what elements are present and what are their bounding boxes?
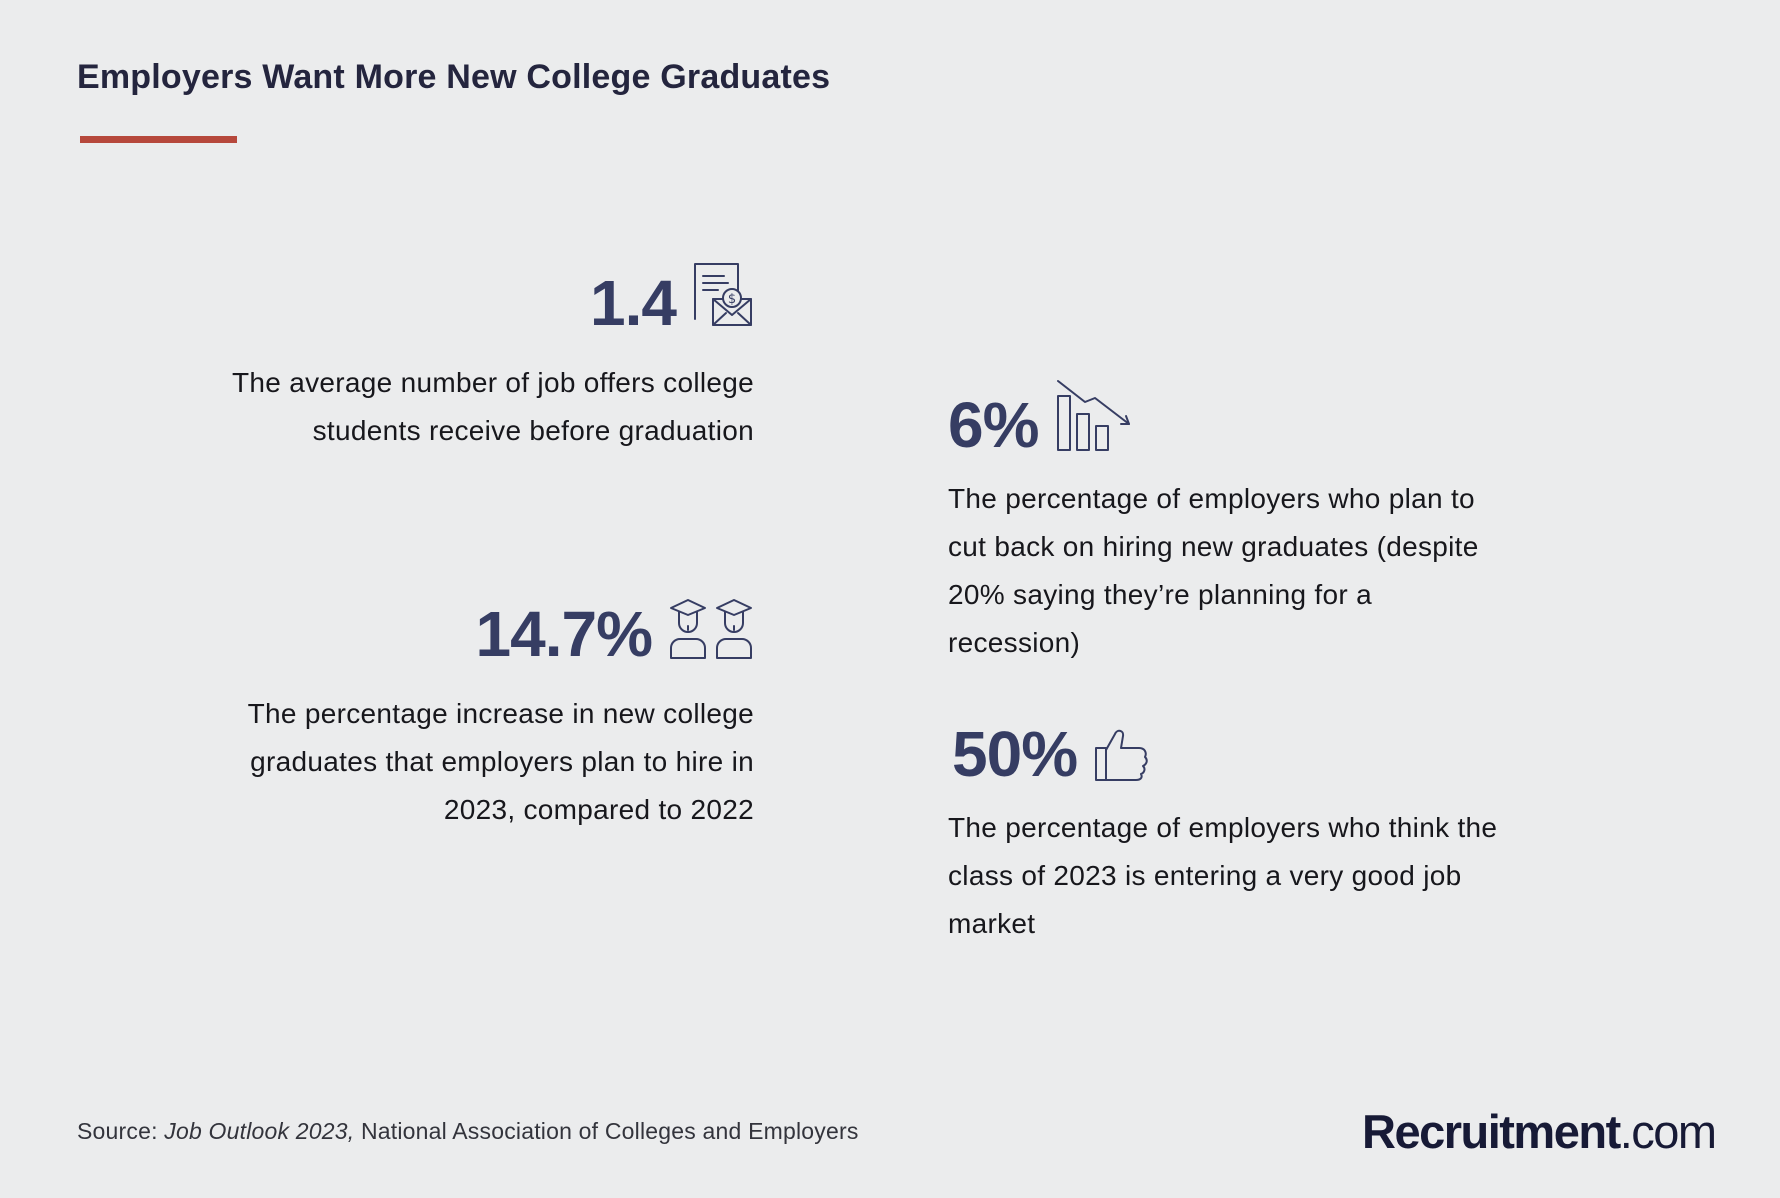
stat-description: The average number of job offers college… — [231, 367, 754, 446]
brand-domain: .com — [1619, 1105, 1717, 1158]
page-title: Employers Want More New College Graduate… — [77, 58, 831, 96]
stat-header: 1.4 $ — [220, 255, 754, 335]
stat-value: 50% — [952, 718, 1078, 790]
graduates-icon — [668, 596, 754, 660]
job-offer-envelope-icon: $ — [692, 261, 754, 329]
stat-header: 6% — [948, 373, 1508, 457]
stat-hiring-increase: 14.7% The percentage increase in new col… — [200, 590, 754, 834]
stat-description: The percentage of employers who think th… — [948, 812, 1498, 939]
stat-value: 6% — [948, 389, 1039, 461]
recruitment-logo: Recruitment.com — [1362, 1105, 1717, 1158]
svg-text:$: $ — [728, 292, 736, 307]
brand-name: Recruitment — [1362, 1105, 1621, 1158]
stat-job-offers: 1.4 $ The average number of job offers c… — [220, 255, 754, 455]
source-label: Source: — [77, 1118, 158, 1144]
thumbs-up-icon — [1093, 726, 1149, 782]
stat-hiring-cutback: 6% The percentage of employers who plan … — [948, 373, 1508, 667]
source-org: National Association of Colleges and Emp… — [360, 1118, 859, 1144]
stat-header: 14.7% — [200, 590, 754, 666]
stat-value: 14.7% — [475, 598, 653, 670]
stat-description: The percentage increase in new college g… — [247, 698, 754, 825]
stat-value: 1.4 — [590, 267, 677, 339]
source-citation: Source: Job Outlook 2023, National Assoc… — [77, 1118, 859, 1145]
declining-bar-chart-icon — [1055, 378, 1133, 452]
stat-header: 50% — [948, 722, 1508, 786]
stat-description: The percentage of employers who plan to … — [948, 483, 1479, 658]
stat-good-job-market: 50% The percentage of employers who thin… — [948, 722, 1508, 948]
source-title: Job Outlook 2023, — [164, 1118, 355, 1144]
title-accent-rule — [80, 136, 237, 143]
